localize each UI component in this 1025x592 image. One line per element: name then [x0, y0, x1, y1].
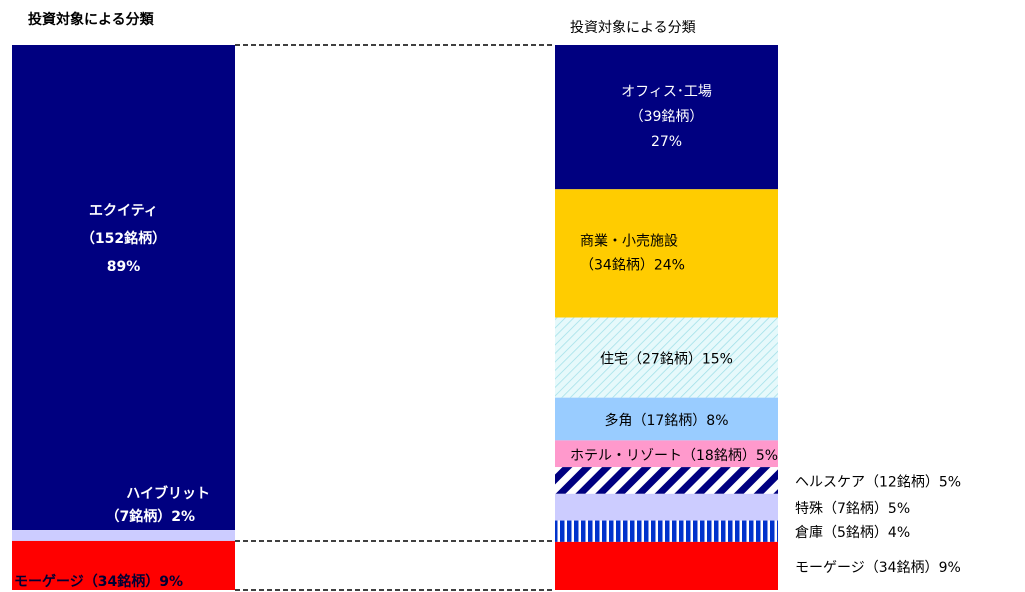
label-part: 24%	[654, 257, 685, 273]
segment-label: ヘルスケア（12銘柄）5%	[795, 474, 961, 490]
bar-segment	[555, 467, 778, 494]
segment-label: （7銘柄）2%	[105, 508, 195, 525]
label-part: （34銘柄）	[84, 573, 159, 590]
label-part: モーゲージ	[795, 560, 865, 576]
label-part: 倉庫	[795, 524, 823, 541]
bar-segment	[555, 397, 778, 441]
bar-segment	[12, 530, 235, 541]
label-part: 商業・小売施設	[580, 233, 678, 249]
segment-label: 89%	[107, 259, 141, 275]
segment-label: エクイティ	[89, 203, 158, 219]
segment-label: ハイブリット	[126, 485, 210, 502]
label-part: （18銘柄）	[682, 448, 756, 464]
label-part: （27銘柄）	[628, 352, 702, 368]
segment-label: 倉庫（5銘柄）4%	[795, 524, 910, 541]
label-part: モーゲージ	[14, 573, 84, 590]
segment-label: 27%	[651, 134, 682, 150]
label-part: （17銘柄）	[632, 413, 706, 429]
label-part: 5%	[939, 474, 961, 490]
bar-segment	[555, 189, 778, 318]
label-part: （7銘柄）	[823, 501, 888, 517]
label-part: 9%	[159, 574, 183, 590]
label-part: 15%	[702, 352, 733, 368]
segment-label: モーゲージ（34銘柄）9%	[14, 573, 183, 590]
label-part: 89%	[107, 259, 141, 275]
label-part: （34銘柄）	[865, 560, 939, 576]
chart-title: 投資対象による分類	[570, 20, 696, 36]
bar-segment	[555, 541, 778, 590]
bar-segment	[555, 317, 778, 398]
label-part: （5銘柄）	[823, 525, 888, 541]
label-part: ヘルスケア	[795, 474, 865, 490]
bar-segment	[12, 45, 235, 531]
label-part: 9%	[939, 560, 961, 576]
label-part: （12銘柄）	[865, 474, 939, 490]
label-part: 5%	[888, 501, 910, 517]
segment-label: 商業・小売施設	[580, 233, 678, 249]
label-part: エクイティ	[89, 203, 158, 219]
segment-label: オフィス･工場	[621, 84, 712, 100]
segment-label: 特殊（7銘柄）5%	[795, 501, 910, 517]
label-part: （7銘柄）	[105, 508, 171, 525]
label-part: 住宅	[600, 352, 628, 368]
chart-title: 投資対象による分類	[28, 11, 155, 28]
bar-segment	[555, 520, 778, 542]
segment-label: （152銘柄）	[81, 230, 166, 247]
segment-label: モーゲージ（34銘柄）9%	[795, 560, 961, 576]
bar-segment	[12, 540, 235, 590]
label-part: （34銘柄）	[580, 257, 654, 273]
bar-segment	[555, 440, 778, 468]
label-part: （152銘柄）	[81, 230, 166, 247]
bar-segment	[555, 493, 778, 521]
label-part: 4%	[888, 525, 910, 541]
label-part: （39銘柄）	[630, 109, 704, 125]
label-part: ハイブリット	[126, 485, 210, 502]
label-part: 5%	[756, 448, 778, 464]
segment-label: （39銘柄）	[630, 109, 704, 125]
bar-segment	[555, 45, 778, 190]
segment-label: 住宅（27銘柄）15%	[600, 352, 733, 368]
label-part: 8%	[706, 413, 728, 429]
segment-label: （34銘柄）24%	[580, 257, 685, 273]
label-part: オフィス･工場	[621, 84, 712, 100]
label-part: ホテル・リゾート	[570, 448, 682, 464]
label-part: 多角	[604, 412, 632, 429]
segment-label: 多角（17銘柄）8%	[604, 412, 728, 429]
segment-label: ホテル・リゾート（18銘柄）5%	[570, 448, 778, 464]
label-part: 特殊	[795, 501, 823, 517]
label-part: 27%	[651, 134, 682, 150]
label-part: 2%	[171, 509, 195, 525]
